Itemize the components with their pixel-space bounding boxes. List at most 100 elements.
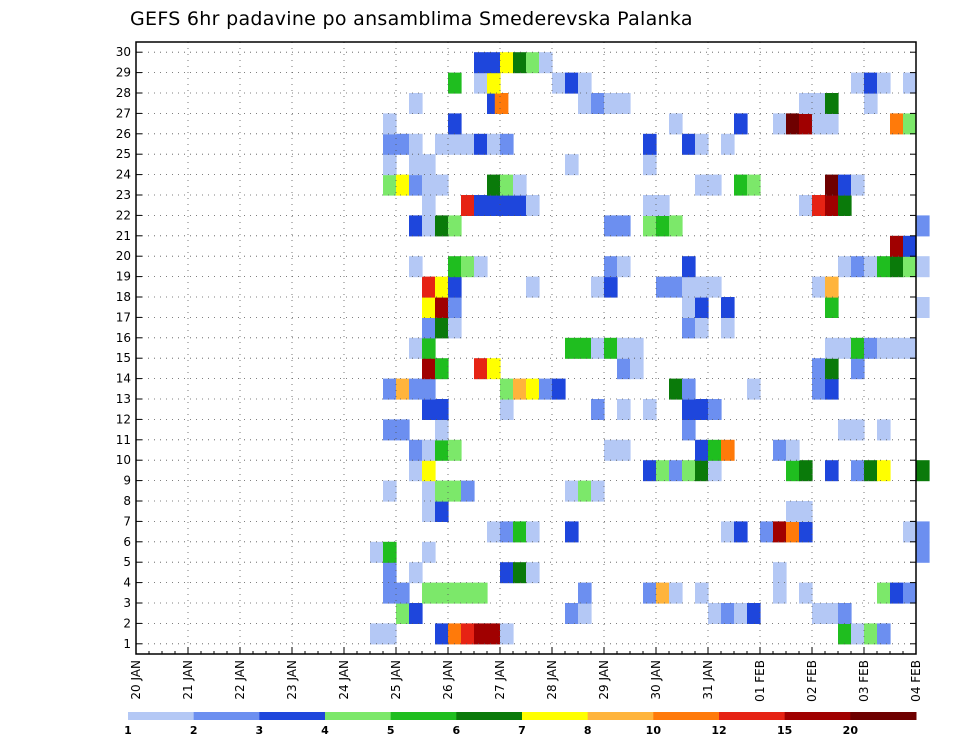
heatmap-cell: [578, 93, 592, 114]
heatmap-cell: [877, 337, 891, 359]
heatmap-cell: [526, 521, 540, 543]
heatmap-cell: [422, 154, 436, 176]
heatmap-cell: [643, 399, 657, 420]
heatmap-cell: [682, 419, 696, 441]
heatmap-cell: [422, 174, 436, 196]
heatmap-cell: [526, 195, 540, 216]
heatmap-cell: [812, 113, 826, 135]
heatmap-cell: [617, 439, 631, 461]
heatmap-cell: [812, 358, 826, 380]
colorbar-label: 12: [711, 724, 726, 737]
y-tick-label: 11: [116, 433, 131, 447]
heatmap-cell: [500, 133, 514, 155]
heatmap-cell: [838, 419, 852, 441]
heatmap-cell: [669, 276, 683, 298]
heatmap-cell: [851, 623, 865, 645]
heatmap-cell: [448, 623, 462, 645]
heatmap-cell: [383, 378, 397, 400]
heatmap-cell: [877, 72, 891, 94]
heatmap-cell: [422, 378, 436, 400]
heatmap-cell: [890, 337, 904, 359]
heatmap-cell: [656, 276, 670, 298]
heatmap-cell: [851, 337, 865, 359]
heatmap-cell: [422, 480, 436, 502]
heatmap-cell: [617, 337, 631, 359]
heatmap-cell: [890, 582, 904, 604]
heatmap-cell: [422, 541, 436, 563]
x-tick-label: 01 FEB: [753, 660, 767, 702]
heatmap-cell: [734, 174, 748, 196]
colorbar-label: 3: [256, 724, 264, 737]
y-tick-label: 25: [116, 147, 131, 161]
heatmap-cell: [383, 154, 397, 176]
heatmap-cell: [513, 378, 527, 400]
heatmap-cell: [825, 297, 839, 318]
heatmap-cell: [916, 521, 930, 543]
heatmap-cell: [526, 276, 540, 298]
heatmap-cell: [890, 235, 904, 257]
heatmap-cell: [435, 480, 449, 502]
heatmap-cell: [565, 603, 579, 624]
heatmap-cell: [461, 623, 475, 645]
heatmap-cell: [864, 93, 878, 114]
heatmap-cell: [669, 460, 683, 482]
heatmap-cell: [617, 256, 631, 278]
heatmap-cell: [435, 133, 449, 155]
heatmap-cell: [812, 378, 826, 400]
colorbar-label: 5: [387, 724, 395, 737]
y-tick-label: 13: [116, 392, 131, 406]
colorbar-label: 4: [321, 724, 329, 737]
heatmap-cell: [474, 133, 488, 155]
heatmap-cell: [474, 582, 488, 604]
colorbar-label: 1: [124, 724, 132, 737]
heatmap-cell: [383, 419, 397, 441]
heatmap-cell: [604, 93, 618, 114]
heatmap-cell: [695, 439, 709, 461]
heatmap-cell: [474, 72, 488, 94]
heatmap-cell: [695, 460, 709, 482]
heatmap-cell: [877, 623, 891, 645]
heatmap-cell: [786, 460, 800, 482]
colorbar-swatch: [456, 712, 523, 720]
heatmap-cell: [448, 133, 462, 155]
heatmap-cell: [409, 133, 423, 155]
colorbar-swatch: [259, 712, 326, 720]
heatmap-cell: [695, 399, 709, 420]
colorbar-swatch: [653, 712, 720, 720]
heatmap-cell: [448, 256, 462, 278]
heatmap-cell: [916, 297, 930, 318]
heatmap-cell: [539, 378, 553, 400]
y-tick-label: 14: [116, 372, 131, 386]
colorbar-swatch: [719, 712, 786, 720]
y-tick-label: 16: [116, 331, 131, 345]
x-tick-label: 25 JAN: [389, 660, 403, 700]
heatmap-cell: [578, 603, 592, 624]
heatmap-cell: [604, 215, 618, 237]
y-axis-ticks: 1234567891011121314151617181920212223242…: [116, 45, 916, 651]
heatmap-cell: [682, 133, 696, 155]
heatmap-cell: [435, 439, 449, 461]
heatmap-cell: [409, 174, 423, 196]
chart-title: GEFS 6hr padavine po ansamblima Smederev…: [130, 8, 693, 30]
heatmap-cell: [422, 501, 436, 522]
heatmap-cell: [513, 195, 527, 216]
x-tick-label: 04 FEB: [909, 660, 923, 702]
heatmap-cell: [825, 93, 839, 114]
x-tick-label: 31 JAN: [701, 660, 715, 700]
colorbar-swatch: [193, 712, 260, 720]
x-tick-label: 26 JAN: [441, 660, 455, 700]
heatmap-cell: [786, 521, 800, 543]
heatmap-cell: [773, 521, 787, 543]
heatmap-cell: [435, 419, 449, 441]
heatmap-cell: [409, 562, 423, 584]
heatmap-cell: [526, 52, 540, 74]
heatmap-cell: [721, 439, 735, 461]
heatmap-cell: [825, 276, 839, 298]
heatmap-cell: [838, 337, 852, 359]
heatmap-cell: [448, 582, 462, 604]
heatmap-cell: [825, 358, 839, 380]
heatmap-cell: [591, 93, 605, 114]
heatmap-cell: [708, 603, 722, 624]
heatmap-cell: [370, 541, 384, 563]
